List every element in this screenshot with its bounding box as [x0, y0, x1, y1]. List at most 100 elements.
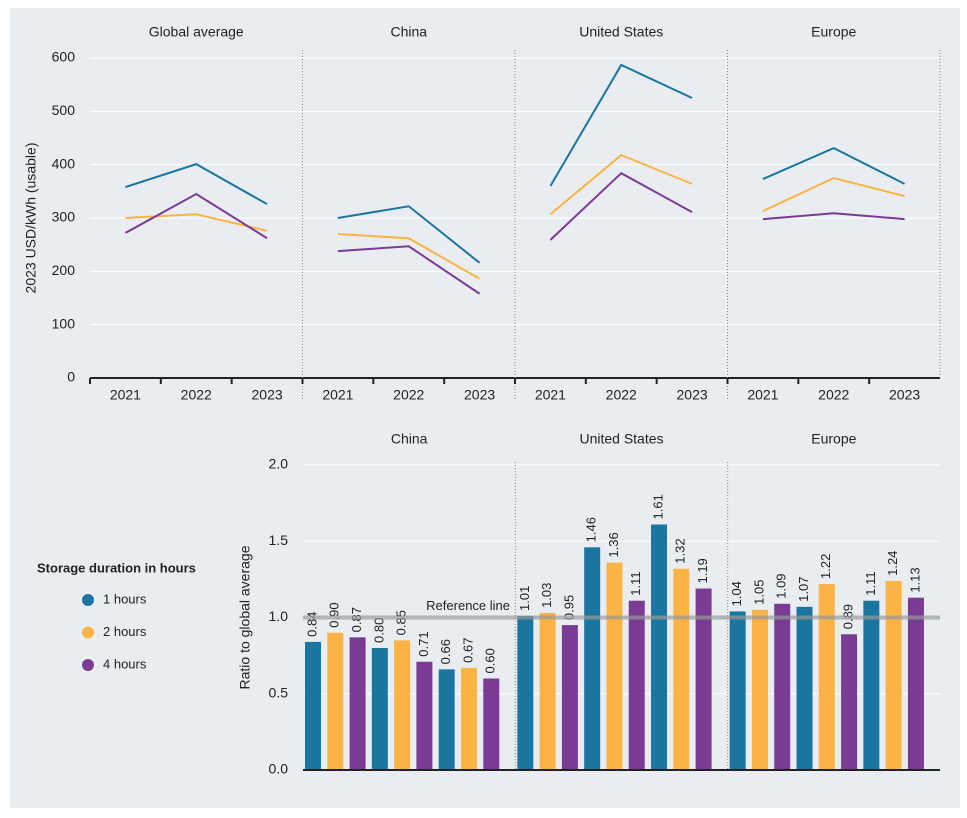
series-line	[762, 147, 906, 185]
panel-title: United States	[579, 431, 663, 447]
y-tick-label: 1.5	[269, 532, 289, 548]
series-line	[124, 192, 268, 240]
bar	[863, 600, 880, 770]
y-tick-label: 0	[67, 369, 75, 385]
value-label: 0.66	[438, 639, 453, 664]
series-line	[337, 233, 481, 280]
value-label: 0.95	[561, 595, 576, 620]
bar	[305, 641, 321, 770]
legend-label: 1 hours	[103, 591, 147, 606]
value-label: 1.24	[885, 551, 900, 576]
x-tick-label: 2021	[535, 387, 566, 403]
x-tick-label: 2023	[677, 387, 708, 403]
value-label: 1.11	[628, 571, 643, 595]
value-label: 0.71	[416, 631, 431, 656]
bar	[584, 547, 601, 770]
panel-title: China	[390, 24, 427, 40]
value-label: 1.32	[673, 538, 688, 563]
bar	[885, 580, 902, 770]
series-line	[762, 176, 905, 212]
y-tick-label: 100	[52, 315, 76, 331]
bar	[695, 588, 712, 770]
value-label: 1.11	[863, 571, 878, 595]
x-tick-label: 2022	[181, 387, 212, 403]
bar	[438, 669, 455, 770]
value-label: 0.80	[371, 618, 386, 643]
y-tick-label: 300	[52, 209, 76, 225]
y-tick-label: 600	[52, 49, 76, 65]
y-tick-label: 500	[52, 102, 76, 118]
legend-label: 2 hours	[103, 624, 147, 639]
y-tick-label: 200	[52, 262, 76, 278]
value-label: 1.07	[796, 577, 811, 602]
value-label: 1.09	[774, 573, 789, 598]
bar	[751, 609, 768, 770]
bar	[818, 583, 835, 770]
panel-title: United States	[579, 24, 663, 40]
series-line	[337, 245, 481, 295]
value-label: 0.90	[327, 602, 342, 627]
series-line	[337, 205, 481, 264]
bar	[729, 611, 746, 770]
bar	[416, 661, 433, 770]
bar	[673, 568, 690, 770]
series-line	[549, 63, 693, 187]
x-tick-label: 2021	[322, 387, 353, 403]
bar	[483, 678, 500, 770]
bar	[460, 667, 477, 770]
bar	[907, 597, 924, 770]
x-tick-label: 2023	[889, 387, 920, 403]
bar	[651, 524, 668, 770]
series-line	[549, 171, 693, 241]
y-tick-label: 400	[52, 155, 76, 171]
y-axis-label: Ratio to global average	[237, 545, 253, 689]
bar	[539, 612, 556, 770]
value-label: 1.22	[818, 554, 833, 579]
x-tick-label: 2022	[606, 387, 637, 403]
panel-title: Europe	[811, 24, 856, 40]
legend-label: 4 hours	[103, 656, 147, 671]
y-axis-label: 2023 USD/kWh (usable)	[23, 143, 39, 294]
series-line	[549, 153, 693, 216]
value-label: 0.84	[304, 612, 319, 637]
bar	[349, 637, 366, 770]
x-tick-label: 2022	[818, 387, 849, 403]
bar	[796, 606, 813, 770]
legend-swatch	[82, 594, 94, 606]
panel-title: Europe	[811, 431, 856, 447]
reference-label: Reference line	[426, 598, 510, 613]
x-tick-label: 2022	[393, 387, 424, 403]
bar	[774, 603, 791, 770]
series-line	[762, 212, 905, 221]
value-label: 1.13	[907, 567, 922, 592]
value-label: 1.36	[606, 532, 621, 557]
series-line	[125, 163, 268, 206]
value-label: 1.04	[729, 581, 744, 606]
y-tick-label: 1.0	[269, 608, 289, 624]
panel-title: Global average	[149, 24, 244, 40]
value-label: 0.85	[394, 610, 409, 635]
y-tick-label: 0.5	[269, 684, 289, 700]
series-line	[125, 213, 268, 232]
panel-title: China	[391, 431, 428, 447]
legend-title: Storage duration in hours	[37, 560, 196, 575]
bar	[371, 648, 388, 770]
value-label: 1.46	[584, 517, 599, 542]
value-label: 1.05	[751, 580, 766, 605]
value-label: 0.60	[483, 648, 498, 673]
y-tick-label: 0.0	[269, 761, 289, 777]
bar	[327, 632, 344, 770]
x-tick-label: 2021	[110, 387, 141, 403]
value-label: 1.01	[517, 586, 532, 611]
legend-swatch	[82, 626, 94, 639]
bar	[841, 634, 858, 770]
value-label: 0.67	[460, 638, 475, 663]
value-label: 0.87	[349, 607, 364, 632]
x-tick-label: 2023	[252, 387, 283, 403]
x-tick-label: 2021	[747, 387, 778, 403]
bar	[517, 615, 534, 770]
y-tick-label: 2.0	[269, 456, 289, 472]
legend-swatch	[82, 659, 94, 671]
